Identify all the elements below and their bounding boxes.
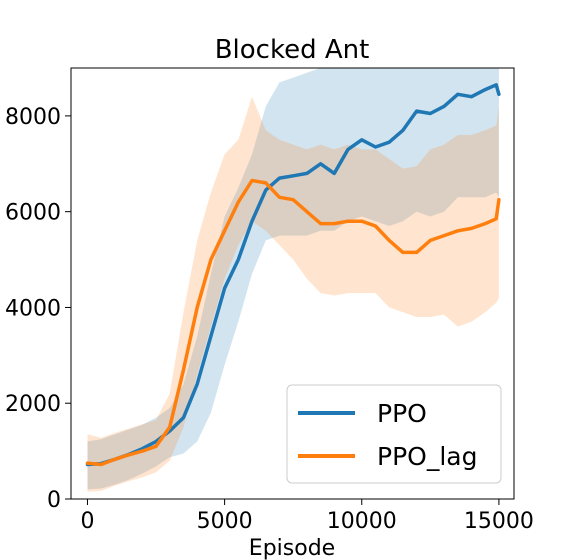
x-tick-label: 5000 [197, 509, 253, 534]
band-ppo-lag [87, 96, 499, 492]
series-line-ppo [85, 83, 501, 467]
series-line-ppo-lag [85, 178, 501, 467]
legend: PPO PPO_lag [286, 384, 502, 484]
y-tick-label: 8000 [5, 105, 61, 130]
y-tick-label: 6000 [5, 201, 61, 226]
legend-label-ppo-lag: PPO_lag [377, 442, 477, 471]
x-tick-label: 0 [80, 509, 94, 534]
y-tick-label: 0 [47, 488, 61, 513]
chart-title: Blocked Ant [215, 35, 370, 65]
y-tick-label: 2000 [5, 392, 61, 417]
band-ppo [87, 68, 499, 490]
x-tick-label: 15000 [464, 509, 534, 534]
x-tick-label: 10000 [327, 509, 397, 534]
legend-box [286, 384, 502, 484]
plot-frame [70, 67, 515, 500]
x-axis-label: Episode [249, 536, 335, 560]
legend-label-ppo: PPO [377, 399, 427, 428]
plot-area [85, 68, 501, 492]
y-tick-label: 4000 [5, 296, 61, 321]
